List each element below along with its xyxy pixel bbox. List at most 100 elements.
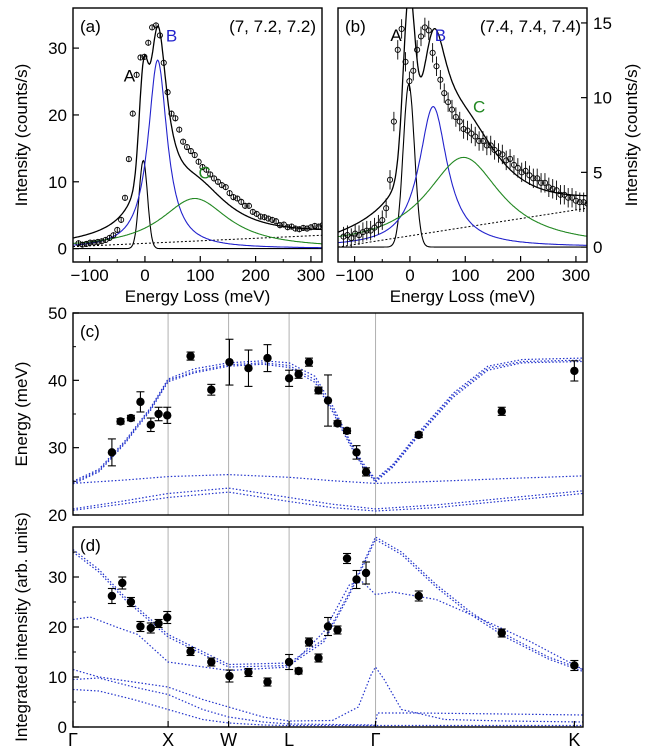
panel-d-xtick-label: Γ xyxy=(68,730,78,749)
panel-b-data-point xyxy=(572,197,579,204)
panel-a-title: (7, 7.2, 7.2) xyxy=(229,17,316,36)
panel-c-data-point xyxy=(146,420,155,429)
panel-a-data-point xyxy=(315,223,322,230)
panel-b-data-point xyxy=(468,130,475,137)
panel-c-ytick-label: 20 xyxy=(48,506,67,525)
panel-c-data-point xyxy=(107,448,117,457)
panel-c-model-curve xyxy=(73,359,583,484)
panel-d-data-point xyxy=(352,575,361,584)
panel-d-data-point xyxy=(107,591,117,601)
panel-d-plot-area xyxy=(73,536,583,727)
panel-b-data-point xyxy=(425,27,432,34)
panel-a-data-point xyxy=(94,238,101,245)
panel-b-data-point xyxy=(476,137,483,145)
panel-b-data-point xyxy=(429,49,436,56)
panel-d-model-curve xyxy=(73,677,583,726)
panel-d-ytick-label: 30 xyxy=(48,568,67,587)
panel-c-dispersion: 20 30 40 50 Energy (meV) (c) xyxy=(12,304,584,525)
panel-b-peak-label-C: C xyxy=(473,98,485,117)
panel-b-data-point xyxy=(545,184,552,191)
panel-a-peak-label-B: B xyxy=(166,26,177,45)
panel-a-data-point xyxy=(129,110,136,117)
panel-a-data-point xyxy=(110,232,117,239)
panel-b-data-point xyxy=(402,58,409,65)
panel-c-data-point xyxy=(126,413,136,423)
panel-a-background-line xyxy=(73,234,322,248)
panel-a-xlabel: Energy Loss (meV) xyxy=(125,287,271,306)
panel-a-data-point xyxy=(137,54,144,61)
panel-c-data-point xyxy=(497,407,506,416)
panel-c-model-curve xyxy=(73,360,583,485)
panel-b-data-point xyxy=(367,227,374,234)
panel-a-data-point xyxy=(191,152,198,159)
panel-b-data-point xyxy=(580,199,587,206)
panel-a-xtick-label: −100 xyxy=(70,266,108,285)
panel-b-xtick-label: 100 xyxy=(451,266,479,285)
panel-c-model-curve xyxy=(73,491,583,512)
panel-c-data-point xyxy=(244,364,253,373)
panel-b-data-point xyxy=(375,221,382,228)
panel-b-data-point xyxy=(526,172,533,179)
panel-a-data-point xyxy=(203,166,210,173)
panel-b-data-point xyxy=(359,229,366,236)
panel-b-data-point xyxy=(464,127,471,134)
panel-b-data-point xyxy=(514,164,521,171)
panel-c-data-point xyxy=(263,353,272,363)
panel-b-xlabel: Energy Loss (meV) xyxy=(390,287,536,306)
panel-a-data-point xyxy=(261,214,268,221)
panel-a-data-point xyxy=(160,59,167,66)
panel-b-component-A xyxy=(338,83,587,248)
panel-b-data-point xyxy=(472,133,479,140)
panel-b-ytick-label: 5 xyxy=(593,163,602,182)
panel-b-data-point xyxy=(383,205,390,212)
panel-a-data-point xyxy=(273,218,280,225)
panel-a-total-fit xyxy=(73,25,322,239)
panel-c-data-point xyxy=(342,426,352,436)
panel-b-data-point xyxy=(344,232,351,239)
panel-b-data-point xyxy=(417,33,425,40)
panel-a-data-point xyxy=(319,222,322,229)
panel-a-frame xyxy=(72,7,323,263)
panel-a-data-point xyxy=(296,226,303,233)
panel-c-data-point xyxy=(284,374,294,383)
panel-c-data-point xyxy=(186,351,195,361)
panel-b-component-B xyxy=(338,106,587,246)
panel-a-data-point xyxy=(141,53,148,60)
panel-a-data-point xyxy=(121,194,129,201)
panel-b-xtick-label: 0 xyxy=(405,266,414,285)
panel-a-data-point xyxy=(269,216,276,223)
panel-a-component-C xyxy=(73,197,322,245)
panel-b-data-point xyxy=(452,114,459,121)
panel-a-data-point xyxy=(79,241,86,248)
panel-a-data-point xyxy=(168,110,175,117)
panel-a-data-point xyxy=(176,126,183,133)
panel-b-data-point xyxy=(445,99,452,106)
panel-d-data-point xyxy=(497,628,506,638)
panel-a-data-point xyxy=(164,89,171,96)
panel-d-data-point xyxy=(118,578,127,588)
panel-a-data-point xyxy=(211,175,218,182)
panel-c-plot-area xyxy=(73,357,583,512)
panel-c-data-point xyxy=(314,386,323,395)
panel-a-peak-label-C: C xyxy=(199,163,211,182)
panel-a-data-point xyxy=(156,32,163,39)
panel-a-data-point xyxy=(292,225,299,232)
panel-a-data-point xyxy=(195,158,202,165)
panel-a-data-point xyxy=(118,216,125,223)
panel-c-model-curve xyxy=(73,487,583,510)
panel-d-data-point xyxy=(154,619,163,628)
panel-d-data-point xyxy=(570,661,579,670)
panel-d-data-point xyxy=(323,622,333,631)
panel-b-panel-label: (b) xyxy=(345,17,366,36)
panel-a-xtick-label: 300 xyxy=(297,266,325,285)
panel-b-title: (7.4, 7.4, 7.4) xyxy=(480,17,581,36)
panel-a-data-point xyxy=(207,171,214,178)
panel-c-ytick-label: 40 xyxy=(48,371,67,390)
panel-b-data-point xyxy=(530,175,537,182)
panel-c-data-point xyxy=(154,409,163,419)
panel-b-data-point xyxy=(379,217,386,224)
panel-a-data-point xyxy=(180,138,187,145)
panel-a-data-point xyxy=(83,240,90,248)
